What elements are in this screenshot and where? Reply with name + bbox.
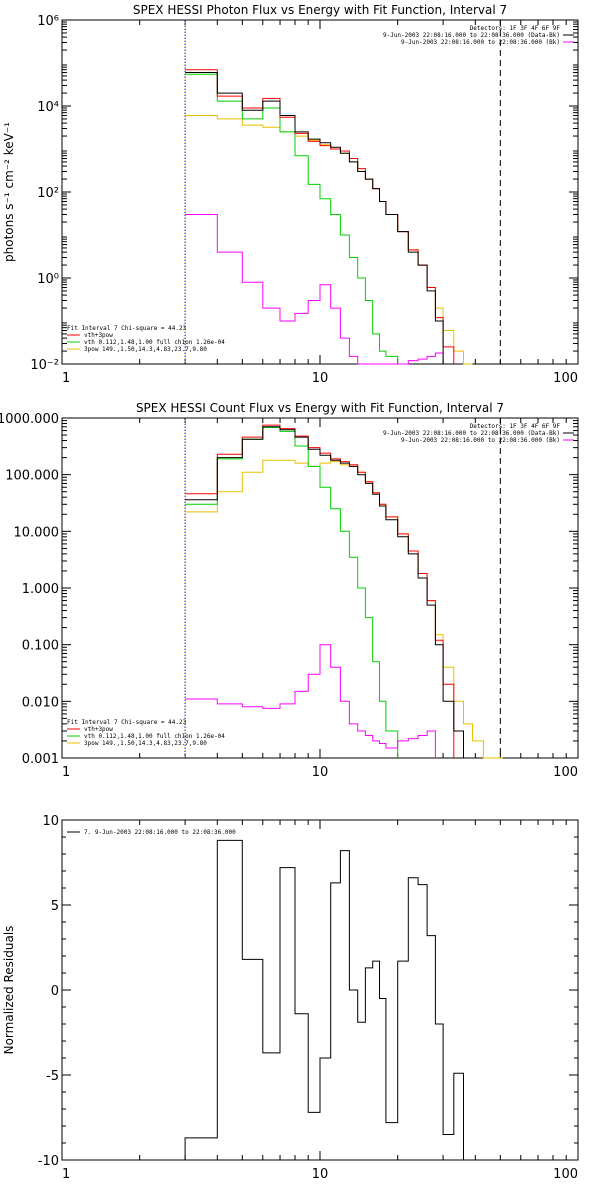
series-line xyxy=(185,424,455,758)
legend-left-text: vth 0.112,1.48,1.00 full ch1on 1.26e-04 xyxy=(84,339,225,346)
series-line xyxy=(185,73,399,364)
series-line xyxy=(185,459,503,759)
y-tick-label: 10⁴ xyxy=(37,100,59,115)
chart-title: SPEX HESSI Count Flux vs Energy with Fit… xyxy=(136,401,504,415)
y-tick-label: -5 xyxy=(46,1069,59,1084)
y-tick-label: 10⁶ xyxy=(37,14,59,29)
x-tick-label: 10 xyxy=(312,765,329,780)
y-axis-label: Normalized Residuals xyxy=(2,926,16,1055)
y-tick-label: 100.000 xyxy=(5,469,59,484)
y-tick-label: 0.001 xyxy=(22,752,59,767)
series-line xyxy=(185,214,444,365)
legend-right-text: Detectors: 1F 3F 4F 6F 9F xyxy=(470,25,561,32)
legend-left-text: vth+3pow xyxy=(84,726,113,733)
legend-left-text: vth 0.112,1.48,1.00 full ch1on 1.26e-04 xyxy=(84,733,225,740)
series-line xyxy=(185,644,436,758)
y-tick-label: 10.000 xyxy=(14,525,60,540)
series-line xyxy=(185,69,455,364)
y-tick-label: 0 xyxy=(51,984,59,999)
y-tick-label: 10⁻² xyxy=(30,358,59,373)
x-tick-label: 1 xyxy=(62,765,70,780)
y-tick-label: 10² xyxy=(37,186,59,201)
x-tick-label: 1 xyxy=(62,1167,70,1182)
y-tick-label: 0.100 xyxy=(22,639,59,654)
y-tick-label: -10 xyxy=(38,1154,59,1169)
y-tick-label: 10⁰ xyxy=(37,272,59,287)
y-tick-label: 0.010 xyxy=(22,695,59,710)
x-tick-label: 10 xyxy=(312,371,329,386)
x-tick-label: 100 xyxy=(553,765,578,780)
x-tick-label: 100 xyxy=(553,371,578,386)
y-tick-label: 1.000 xyxy=(22,582,59,597)
x-tick-label: 1 xyxy=(62,371,70,386)
legend-left-text: 3pow 149.,1.50,14.3,4.83,23.7,9.80 xyxy=(84,346,207,353)
series-line xyxy=(185,72,454,365)
legend-left-text: Fit Interval 7 Chi-square = 44.23 xyxy=(67,325,187,332)
legend-left-text: 3pow 149.,1.50,14.3,4.83,23.7,9.80 xyxy=(84,740,207,747)
legend-right-text: 9-Jun-2003 22:08:16.000 to 22:08:36.000 … xyxy=(383,32,560,39)
legend-left-text: vth+3pow xyxy=(84,332,113,339)
chart-title: SPEX HESSI Photon Flux vs Energy with Fi… xyxy=(133,3,507,17)
y-tick-label: 5 xyxy=(51,899,59,914)
y-axis-label: photons s⁻¹ cm⁻² keV⁻¹ xyxy=(2,122,16,262)
y-tick-label: 1000.000 xyxy=(0,412,59,427)
series-line xyxy=(185,115,473,365)
legend-left-text: Fit Interval 7 Chi-square = 44.23 xyxy=(67,719,187,726)
y-tick-label: 10 xyxy=(42,814,59,829)
legend-right-text: Detectors: 1F 3F 4F 6F 9F xyxy=(470,423,561,430)
series-line xyxy=(185,426,464,758)
legend-right-text: 9-Jun-2003 22:08:16.000 to 22:08:36.000 … xyxy=(383,430,560,437)
x-tick-label: 10 xyxy=(312,1167,329,1182)
x-tick-label: 100 xyxy=(553,1167,578,1182)
legend-right-text: 9-Jun-2003 22:08:16.000 to 22:08:36.000 … xyxy=(401,437,560,444)
legend-right-text: 9-Jun-2003 22:08:16.000 to 22:08:36.000 … xyxy=(401,39,560,46)
series-line xyxy=(184,839,464,1160)
legend-left-text: 7. 9-Jun-2003 22:08:16.000 to 22:08:36.0… xyxy=(84,829,236,836)
